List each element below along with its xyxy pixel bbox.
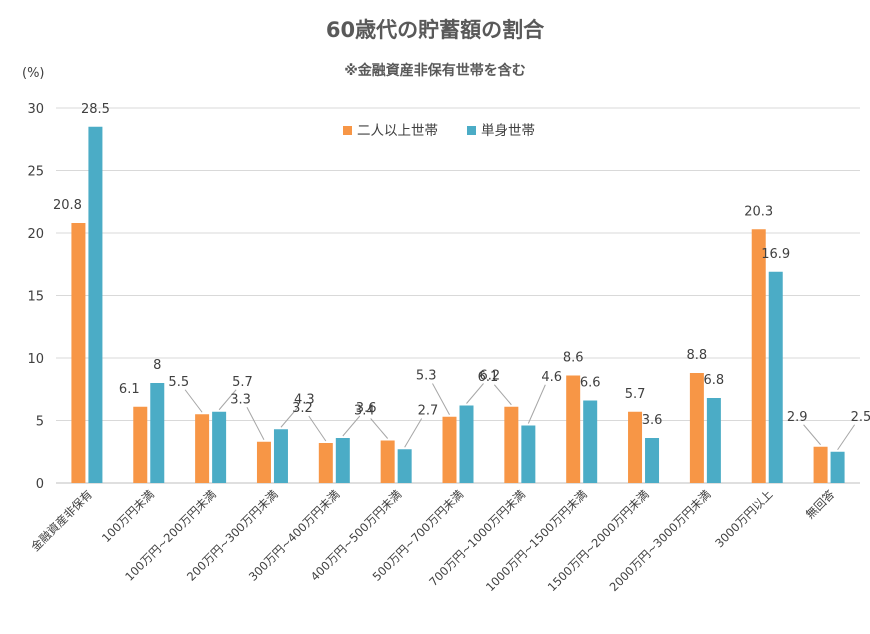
data-label: 3.6 — [642, 413, 663, 428]
data-label: 20.8 — [53, 198, 82, 213]
legend: 二人以上世帯 単身世帯 — [343, 123, 535, 139]
data-label: 3.6 — [356, 401, 377, 416]
data-label: 20.3 — [744, 204, 773, 219]
leader-line — [342, 415, 361, 437]
bar-11-series-1 — [768, 271, 783, 483]
leader-line — [432, 383, 450, 415]
legend-swatch — [343, 126, 352, 135]
bar-0-series-1 — [88, 126, 103, 483]
legend-label: 単身世帯 — [481, 123, 535, 139]
bar-12-series-1 — [830, 451, 845, 483]
category-label: 無回答 — [803, 487, 838, 522]
bar-2-series-1 — [212, 411, 227, 483]
bar-2-series-0 — [195, 414, 210, 483]
leader-line — [466, 383, 484, 404]
bar-1-series-0 — [133, 406, 148, 483]
data-label: 6.2 — [480, 369, 501, 384]
bar-7-series-0 — [504, 406, 519, 483]
bar-6-series-1 — [459, 405, 474, 483]
data-label: 5.3 — [416, 369, 437, 384]
data-label: 4.3 — [294, 392, 315, 407]
bar-3-series-1 — [273, 429, 288, 483]
y-axis-unit-label: (%) — [22, 66, 45, 81]
bar-5-series-1 — [397, 449, 412, 483]
data-label: 3.4 — [354, 404, 375, 419]
leader-line — [527, 384, 546, 424]
data-labels: 20.828.56.185.5 5.73.3 4.33.2 3.63.4 2.75.3 6… — [53, 102, 870, 428]
bar-7-series-1 — [521, 425, 536, 483]
category-label: 1500万円~2000万円未満 — [545, 487, 652, 594]
leader-line — [280, 406, 299, 428]
y-tick-label: 5 — [36, 415, 44, 430]
leader-line — [218, 389, 237, 411]
leader-line — [184, 389, 203, 413]
data-label: 3.3 — [230, 392, 251, 407]
y-tick-label: 30 — [27, 102, 44, 117]
y-axis-ticks: 0 5 10 15 20 25 30 — [27, 102, 44, 492]
data-label: 6.6 — [580, 376, 601, 391]
data-label: 6.1 — [119, 382, 140, 397]
leader-line — [493, 384, 512, 406]
y-tick-label: 20 — [27, 227, 44, 242]
y-tick-label: 10 — [27, 352, 44, 367]
category-labels: 金融資産非保有 100万円未満100万円~200万円未満200万円~300万円未満… — [28, 487, 837, 594]
data-label: 16.9 — [761, 247, 790, 262]
data-label: 6.1 — [478, 370, 499, 385]
bar-8-series-1 — [583, 400, 598, 483]
bar-4-series-0 — [318, 443, 333, 483]
data-label: 8 — [153, 358, 161, 373]
bar-10-series-0 — [689, 373, 704, 483]
data-label: 8.8 — [687, 348, 708, 363]
bar-4-series-1 — [335, 438, 350, 483]
legend-swatch — [467, 126, 476, 135]
leader-lines — [184, 383, 855, 451]
category-label: 100万円未満 — [99, 487, 157, 545]
data-label: 2.9 — [787, 410, 808, 425]
y-tick-label: 0 — [36, 477, 44, 492]
data-label: 5.5 — [168, 375, 189, 390]
data-label: 2.5 — [851, 410, 870, 425]
chart-subtitle: ※金融資産非保有世帯を含む — [344, 63, 526, 79]
leader-line — [404, 418, 423, 448]
leader-line — [803, 424, 821, 446]
leader-line — [308, 415, 327, 442]
category-label: 金融資産非保有 — [28, 487, 95, 554]
bar-3-series-0 — [256, 441, 271, 483]
data-label: 28.5 — [81, 102, 110, 117]
bar-11-series-0 — [751, 229, 766, 483]
chart-title: 60歳代の貯蓄額の割合 — [325, 18, 545, 42]
data-label: 2.7 — [418, 404, 439, 419]
category-label: 1000万円~1500万円未満 — [483, 487, 590, 594]
gridlines — [56, 107, 860, 484]
bars — [71, 126, 845, 483]
data-label: 5.7 — [232, 375, 253, 390]
bar-12-series-0 — [813, 446, 828, 483]
bar-9-series-0 — [628, 411, 643, 483]
category-label: 3000万円以上 — [712, 487, 775, 550]
data-label: 3.2 — [292, 401, 313, 416]
data-label: 6.8 — [704, 373, 725, 388]
y-tick-label: 25 — [27, 165, 44, 180]
category-label: 2000万円~3000万円未満 — [607, 487, 714, 594]
data-label: 5.7 — [625, 387, 646, 402]
bar-1-series-1 — [150, 383, 165, 483]
data-label: 4.6 — [541, 370, 562, 385]
bar-5-series-0 — [380, 440, 395, 483]
bar-0-series-0 — [71, 223, 86, 483]
leader-line — [837, 424, 855, 451]
bar-6-series-0 — [442, 416, 457, 483]
leader-line — [370, 418, 389, 439]
y-tick-label: 15 — [27, 290, 44, 305]
bar-9-series-1 — [645, 438, 660, 483]
leader-line — [246, 407, 265, 440]
bar-8-series-0 — [566, 375, 581, 483]
legend-label: 二人以上世帯 — [357, 123, 438, 139]
data-label: 8.6 — [563, 351, 584, 366]
bar-10-series-1 — [706, 398, 721, 483]
